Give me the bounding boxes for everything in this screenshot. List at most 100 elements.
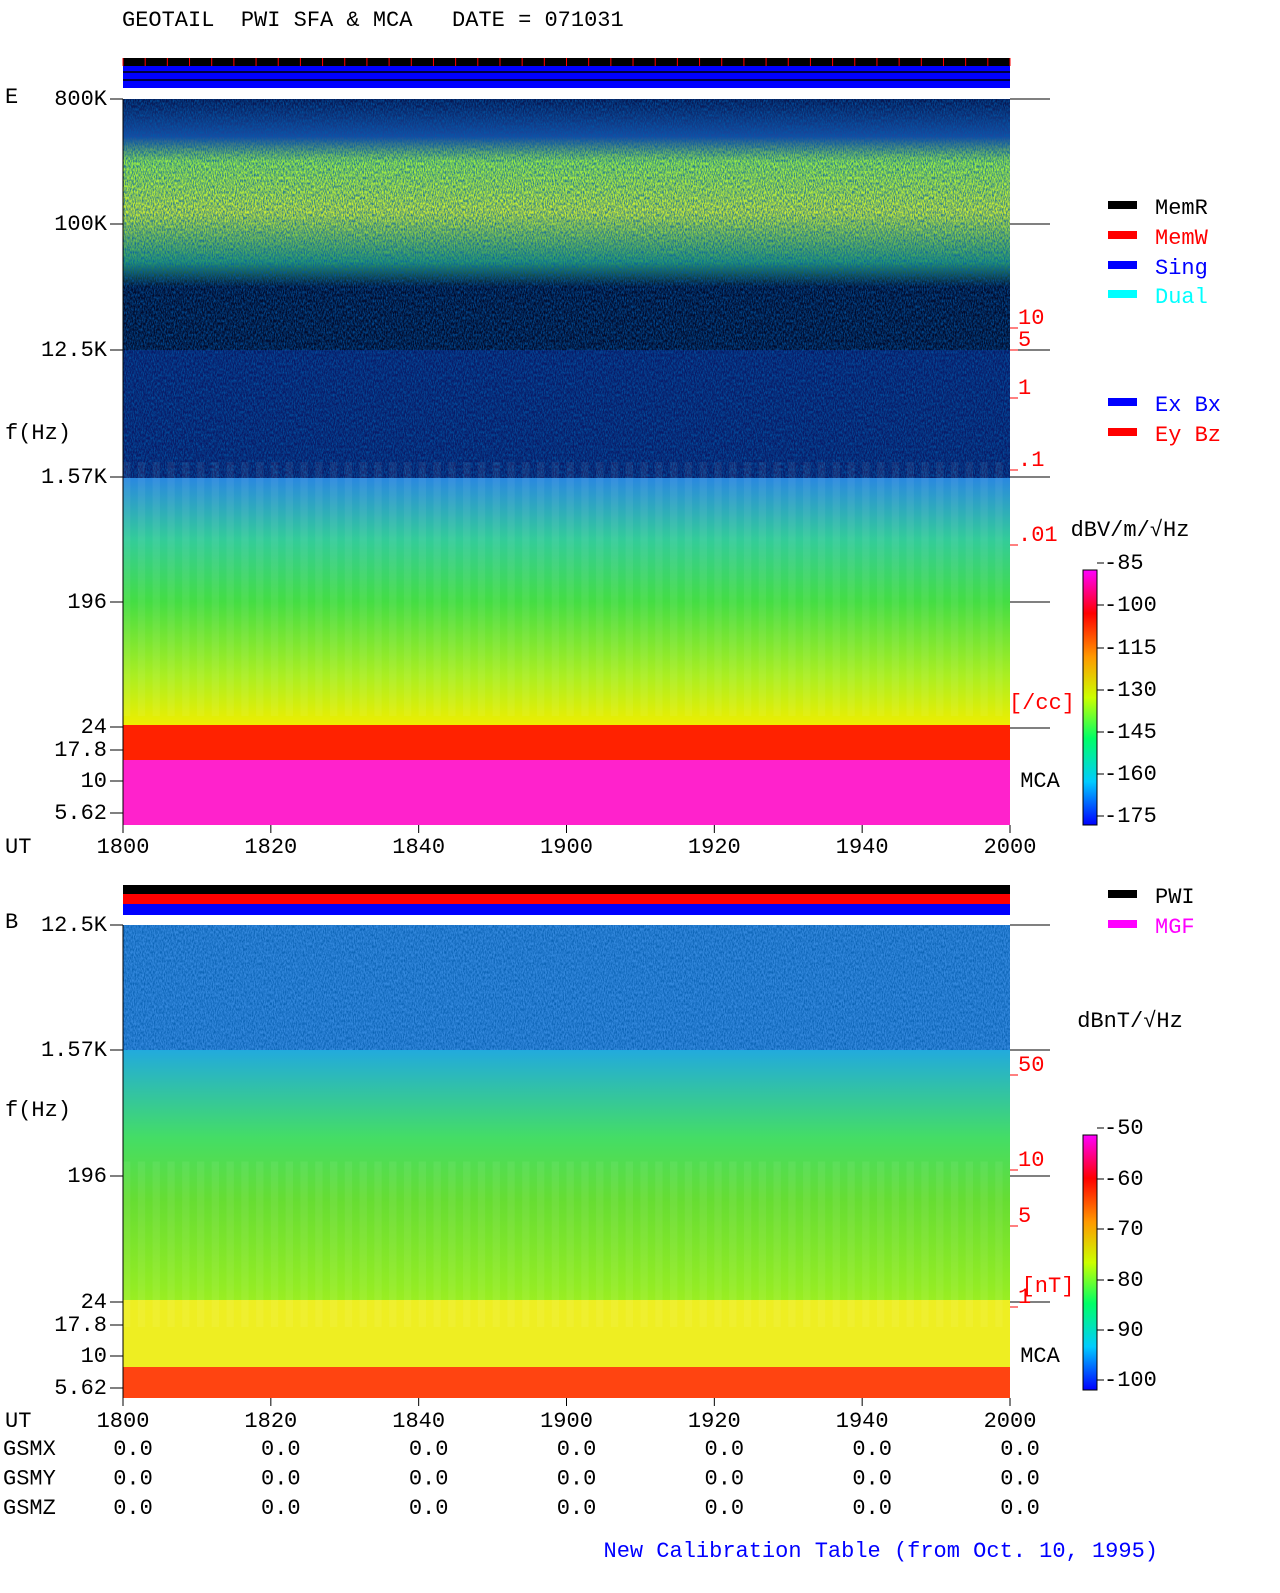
coordinate-value: 0.0 [261,1437,301,1462]
spectrogram-stripe [492,462,500,717]
spectrogram-stripe [359,462,367,717]
coordinate-value: 0.0 [409,1496,449,1521]
coordinate-value: 0.0 [852,1496,892,1521]
spectrogram-stripe [714,1161,722,1328]
colorbar-tick-label: -50 [1104,1116,1144,1141]
legend-swatch [1108,201,1137,209]
spectrogram-stripe [211,462,220,717]
y-tick-label: 100K [54,212,108,237]
y-tick-label: 12.5K [41,338,108,363]
spectrogram-stripe [950,1161,959,1328]
spectrogram-stripe [137,1161,146,1328]
density-tick-label: 10 [1018,306,1044,331]
spectrogram-stripe [507,462,515,717]
x-tick-label: 1820 [244,835,297,860]
spectrogram-stripe [448,462,456,717]
spectrogram-band [123,478,1010,725]
x-tick-label: 1900 [540,835,593,860]
density-tick-label: 10 [1018,1148,1044,1173]
spectrogram-stripe [285,1161,294,1328]
spectrogram-stripe [522,462,530,717]
spectrogram-stripe [329,462,338,717]
coordinate-value: 0.0 [409,1437,449,1462]
spectrogram-stripe [655,462,663,717]
coordinate-name: GSMY [3,1466,56,1491]
spectrogram-stripe [625,462,634,717]
density-unit: [/cc] [1009,691,1075,716]
spectrogram-stripe [817,1161,826,1328]
spectrogram-stripe [300,1161,308,1328]
spectrogram-stripe [684,1161,693,1328]
spectrogram-stripe [196,1161,205,1328]
spectrogram-stripe [995,1161,1003,1328]
spectrogram-stripe [123,1161,131,1328]
coordinate-value: 0.0 [705,1466,745,1491]
y-tick-label: 1.57K [41,465,108,490]
coordinate-value: 0.0 [1000,1496,1040,1521]
spectrogram-stripe [876,1161,885,1328]
coordinate-value: 0.0 [557,1437,597,1462]
x-tick-label: 2000 [984,835,1037,860]
density-tick-label: 1 [1018,1285,1031,1310]
x-tick-label: 2000 [984,1409,1037,1434]
spectrogram-band [123,1300,1010,1367]
colorbar-tick-label: -100 [1104,593,1157,618]
y-tick-label: 5.62 [54,801,107,826]
coordinate-value: 0.0 [557,1466,597,1491]
y-axis-label: f(Hz) [5,421,71,446]
spectrogram-stripe [196,462,205,717]
spectrogram-stripe [817,462,826,717]
coordinate-value: 0.0 [852,1437,892,1462]
status-bar [123,904,1010,915]
spectrogram-stripe [507,1161,515,1328]
coordinate-value: 0.0 [113,1437,153,1462]
x-tick-label: 1840 [392,1409,445,1434]
y-axis-label: f(Hz) [5,1098,71,1123]
coordinate-value: 0.0 [409,1466,449,1491]
spectrogram-stripe [315,462,323,717]
legend-label: Dual [1155,285,1208,310]
spectrogram-stripe [300,462,308,717]
spectrogram-stripe [418,462,427,717]
spectrogram-stripe [669,1161,678,1328]
spectrogram-stripe [536,462,545,717]
coordinate-value: 0.0 [705,1496,745,1521]
spectrogram-band [123,1367,1010,1398]
spectrogram-stripe [270,462,279,717]
coordinate-value: 0.0 [1000,1466,1040,1491]
y-tick-label: 196 [67,1164,107,1189]
spectrogram-stripe [921,1161,929,1328]
density-tick-label: 1 [1018,376,1031,401]
coordinate-value: 0.0 [113,1466,153,1491]
title: GEOTAIL PWI SFA & MCA DATE = 071031 [122,8,624,33]
spectrogram-stripe [684,462,693,717]
spectrogram-stripe [921,462,929,717]
colorbar [1082,569,1098,826]
coordinate-value: 0.0 [1000,1437,1040,1462]
spectrogram-stripe [241,1161,249,1328]
density-tick-label: .1 [1018,448,1044,473]
spectrogram-stripe [566,1161,574,1328]
density-tick-label: 50 [1018,1053,1044,1078]
footer: New Calibration Table (from Oct. 10, 199… [604,1539,1159,1564]
status-bar [123,894,1010,904]
legend-label: MGF [1155,915,1195,940]
x-tick-label: 1800 [97,835,150,860]
x-tick-label: 1800 [97,1409,150,1434]
coordinate-name: GSMZ [3,1496,56,1521]
x-tick-label: 1940 [836,835,889,860]
spectrogram-stripe [610,462,619,717]
spectrogram-stripe [522,1161,530,1328]
panel-label: B [5,910,18,935]
legend-swatch [1108,290,1137,298]
spectrogram-stripe [965,462,974,717]
spectrogram-stripe [743,462,752,717]
spectrogram-stripe [655,1161,663,1328]
x-tick-label: 1920 [688,1409,741,1434]
coordinate-value: 0.0 [113,1496,153,1521]
spectrogram-stripe [152,462,160,717]
spectrogram-stripe [950,462,959,717]
spectrogram-stripe [596,1161,604,1328]
y-tick-label: 10 [81,769,107,794]
colorbar-tick-label: -115 [1104,636,1157,661]
